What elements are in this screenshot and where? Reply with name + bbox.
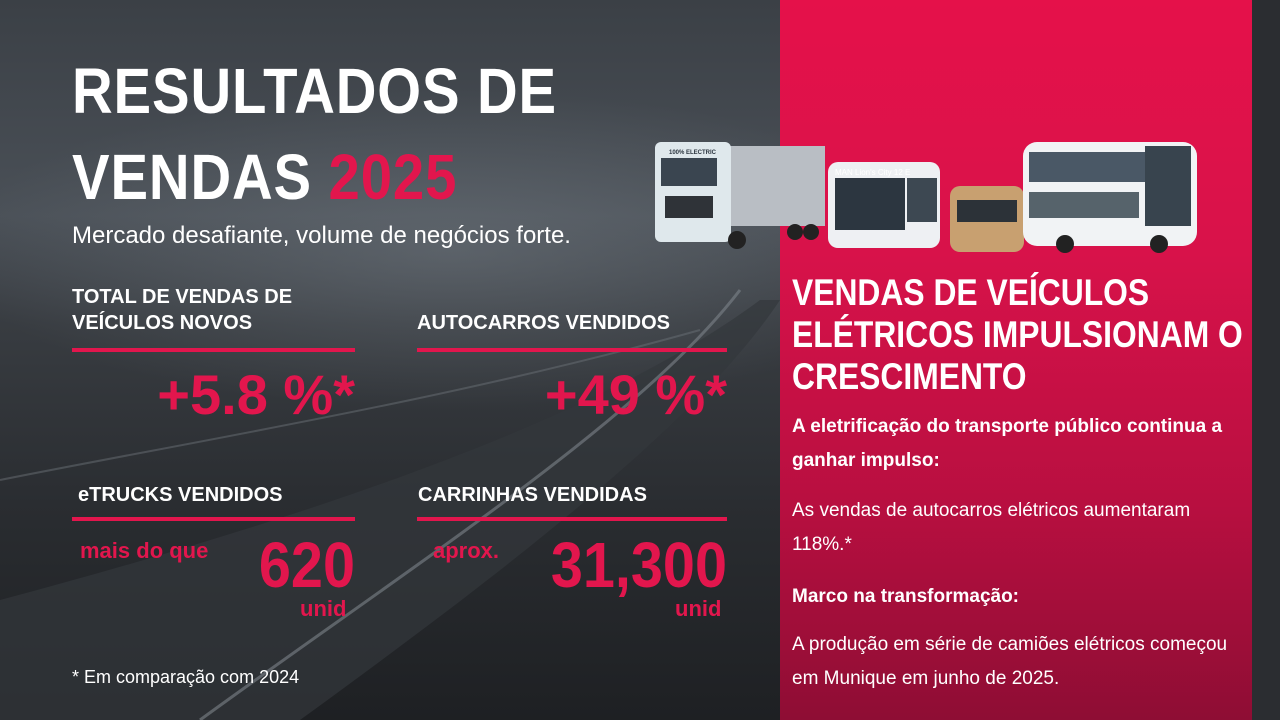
divider (72, 348, 355, 352)
stat-vans-prefix: aprox. (433, 538, 500, 563)
stat-buses-value: +49 %* (544, 363, 727, 426)
page-title: RESULTADOS DE VENDAS 2025 (72, 48, 557, 220)
truck-image: 100% ELECTRIC (655, 142, 825, 249)
right-p2-bold: Marco na transformação: (792, 586, 1020, 607)
city-bus-image: MAN Lion's City 12 E (828, 162, 940, 248)
stat-total-label: TOTAL DE VENDAS DE VEÍCULOS NOVOS (72, 284, 292, 336)
stat-etrucks-value: 620 (258, 529, 355, 601)
title-year: 2025 (328, 141, 458, 213)
right-p2: A produção em série de camiões elétricos… (792, 634, 1228, 689)
stat-total-value: +5.8 %* (157, 363, 355, 426)
stat-vans-value: 31,300 (550, 529, 727, 601)
stat-etrucks-label: eTRUCKS VENDIDOS (78, 484, 283, 506)
title-line2: VENDAS (72, 141, 312, 213)
divider (417, 348, 727, 352)
subtitle: Mercado desafiante, volume de negócios f… (72, 222, 571, 249)
stat-total-label-l1: TOTAL DE VENDAS DE (72, 286, 293, 308)
van-image (950, 186, 1024, 252)
stat-total-label-l2: VEÍCULOS NOVOS (72, 312, 253, 334)
right-strip (1252, 0, 1280, 720)
right-p1: As vendas de autocarros elétricos aument… (792, 500, 1191, 555)
stat-etrucks-unit: unid (300, 596, 347, 621)
truck-cab-text: 100% ELECTRIC (669, 150, 717, 156)
red-panel (780, 0, 1252, 720)
divider (417, 517, 727, 521)
stat-etrucks-prefix: mais do que (80, 538, 209, 563)
bus-sign-text: MAN Lion's City 12 E (835, 168, 910, 177)
stat-vans-unit: unid (675, 596, 722, 621)
right-heading: VENDAS DE VEÍCULOS ELÉTRICOS IMPULSIONAM… (792, 272, 1243, 397)
right-p1-bold: A eletrificação do transporte público co… (792, 416, 1223, 471)
stat-buses-label: AUTOCARROS VENDIDOS (417, 312, 670, 334)
divider (72, 517, 355, 521)
coach-image (1023, 142, 1197, 253)
vehicle-lineup-image: 100% ELECTRIC MAN Lion's City 12 E (655, 142, 1197, 253)
title-line1: RESULTADOS DE (72, 55, 557, 127)
stat-vans-label: CARRINHAS VENDIDAS (418, 484, 647, 506)
footnote: * Em comparação com 2024 (72, 667, 300, 687)
